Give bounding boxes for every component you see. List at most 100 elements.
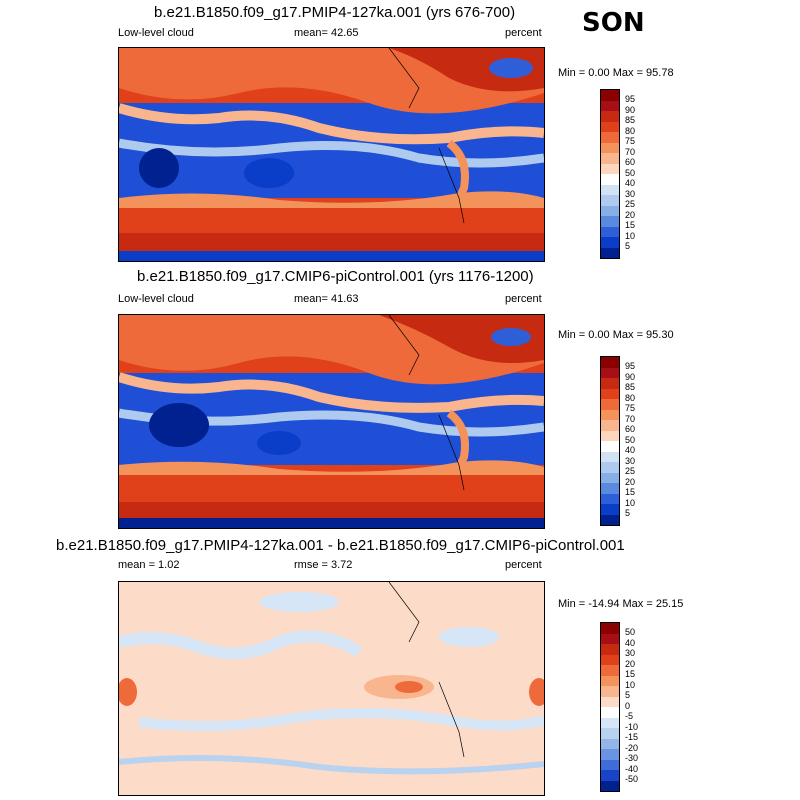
panel3-colorbar-bin (601, 770, 619, 781)
colorbar-label: -20 (625, 742, 639, 753)
panel2-colorbar-bin (601, 514, 619, 525)
colorbar-label: 90 (625, 371, 636, 382)
panel2-colorbar-bin (601, 357, 619, 368)
panel3-colorbar-bin (601, 686, 619, 697)
panel3-units: percent (505, 559, 542, 571)
colorbar-label: 50 (625, 167, 636, 178)
panel2-colorbar-bin (601, 367, 619, 378)
colorbar-label: 30 (625, 188, 636, 199)
colorbar-label: 75 (625, 136, 636, 146)
panel2-colorbar-bin (601, 388, 619, 399)
panel1-units: percent (505, 27, 542, 39)
colorbar-label: 95 (625, 361, 636, 371)
panel2-colorbar-bin (601, 409, 619, 420)
panel3-colorbar-bin (601, 749, 619, 760)
panel2-colorbar-bin (601, 483, 619, 494)
panel3-colorbar-bin (601, 717, 619, 728)
colorbar-label: 15 (625, 220, 636, 230)
panel2-units: percent (505, 293, 542, 305)
panel3-colorbar-bin (601, 780, 619, 791)
panel3-colorbar-bin (601, 696, 619, 707)
panel2-colorbar-bin (601, 504, 619, 515)
colorbar-label: 60 (625, 157, 636, 167)
panel1-colorbar-bin (601, 90, 619, 101)
colorbar-label: 50 (625, 434, 636, 445)
colorbar-label: 10 (625, 679, 636, 690)
colorbar-label: 20 (625, 209, 636, 220)
panel2-colorbar-bin (601, 399, 619, 410)
panel1-colorbar-bin (601, 174, 619, 185)
panel2-map-field (119, 315, 544, 528)
colorbar-label: 30 (625, 455, 636, 466)
panel1-map (118, 47, 545, 262)
colorbar-label: 90 (625, 104, 636, 115)
colorbar-label: 85 (625, 382, 636, 392)
colorbar-label: 25 (625, 199, 636, 209)
colorbar-label: -30 (625, 753, 639, 763)
panel1-colorbar-bin (601, 205, 619, 216)
panel1-colorbar-bin (601, 247, 619, 258)
panel3-colorbar-bin (601, 759, 619, 770)
panel1-mean: mean= 42.65 (294, 27, 359, 39)
panel3-colorbar-bin (601, 665, 619, 676)
colorbar-label: -50 (625, 774, 639, 784)
colorbar-label: 60 (625, 424, 636, 434)
panel1-colorbar-bin (601, 184, 619, 195)
colorbar-label: 40 (625, 178, 636, 188)
panel1-colorbar-bin (601, 153, 619, 164)
panel1-colorbar (600, 89, 620, 259)
colorbar-label: 30 (625, 648, 636, 658)
panel1-left-label: Low-level cloud (118, 27, 194, 39)
panel1-colorbar-bin (601, 163, 619, 174)
panel2-colorbar-bin (601, 462, 619, 473)
colorbar-label: 15 (625, 487, 636, 497)
colorbar-label: -5 (625, 711, 634, 721)
panel1-colorbar-bin (601, 195, 619, 206)
colorbar-label: 50 (625, 627, 636, 637)
panel3-map (118, 581, 545, 796)
colorbar-label: 40 (625, 445, 636, 455)
panel1-colorbar-bin (601, 121, 619, 132)
panel1-colorbar-bin (601, 216, 619, 227)
panel2-title: b.e21.B1850.f09_g17.CMIP6-piControl.001 … (137, 268, 534, 285)
panel3-colorbar-bin (601, 675, 619, 686)
panel1-colorbar-bin (601, 142, 619, 153)
colorbar-label: 5 (625, 508, 631, 518)
panel1-colorbar-bin (601, 111, 619, 122)
colorbar-label: 70 (625, 413, 636, 424)
panel2-colorbar (600, 356, 620, 526)
colorbar-label: 80 (625, 125, 636, 136)
panel3-title: b.e21.B1850.f09_g17.PMIP4-127ka.001 - b.… (56, 537, 625, 554)
panel1-colorbar-bin (601, 226, 619, 237)
colorbar-label: 10 (625, 497, 636, 508)
colorbar-label: -10 (625, 721, 639, 732)
panel1-minmax: Min = 0.00 Max = 95.78 (558, 67, 674, 79)
panel3-map-field (119, 582, 544, 795)
panel2-mean: mean= 41.63 (294, 293, 359, 305)
panel3-colorbar-bin (601, 707, 619, 718)
panel3-colorbar-bin (601, 644, 619, 655)
panel3-colorbar (600, 622, 620, 792)
colorbar-label: 25 (625, 466, 636, 476)
panel3-rmse: rmse = 3.72 (294, 559, 353, 571)
colorbar-label: 75 (625, 403, 636, 413)
panel2-map (118, 314, 545, 529)
panel2-colorbar-bin (601, 441, 619, 452)
panel1-title: b.e21.B1850.f09_g17.PMIP4-127ka.001 (yrs… (154, 4, 516, 21)
colorbar-label: 5 (625, 241, 631, 251)
panel3-colorbar-bin (601, 738, 619, 749)
panel3-minmax: Min = -14.94 Max = 25.15 (558, 598, 684, 610)
colorbar-label: 10 (625, 230, 636, 241)
panel1-map-field (119, 48, 544, 261)
panel2-colorbar-bin (601, 430, 619, 441)
panel2-colorbar-bin (601, 378, 619, 389)
panel2-colorbar-bin (601, 472, 619, 483)
panel1-colorbar-bin (601, 100, 619, 111)
panel3-colorbar-bin (601, 728, 619, 739)
panel2-colorbar-bin (601, 493, 619, 504)
panel2-minmax: Min = 0.00 Max = 95.30 (558, 329, 674, 341)
colorbar-label: 15 (625, 669, 636, 679)
colorbar-label: 40 (625, 637, 636, 648)
panel2-left-label: Low-level cloud (118, 293, 194, 305)
panel2-colorbar-bin (601, 420, 619, 431)
